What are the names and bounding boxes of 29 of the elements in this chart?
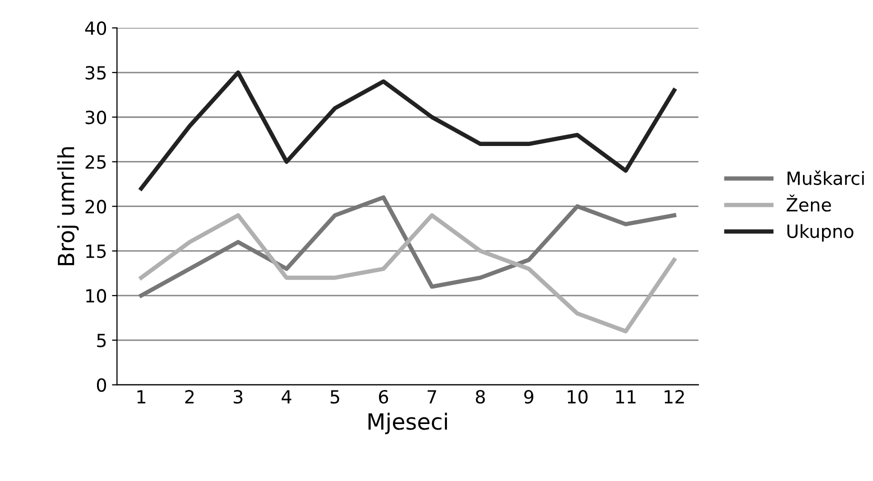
y-tick-label: 15 [86,244,106,258]
x-tick-label: 3 [234,390,242,404]
y-tick-label: 0 [96,378,106,392]
legend-label: Muškarci [788,170,864,186]
x-tick-label: 8 [476,390,485,404]
line-series [139,195,676,298]
y-tick-label: 5 [97,334,106,348]
x-tick-label: 9 [524,390,534,404]
x-tick-label: 1 [137,390,146,404]
x-tick-label: 12 [664,390,684,404]
legend-label: Ukupno [787,224,854,242]
y-tick-label: 25 [86,155,106,169]
x-tick-label: 2 [185,390,194,404]
x-tick-label: 11 [616,390,636,404]
y-tick-label: 20 [86,200,106,214]
line-series [139,70,676,191]
x-tick-label: 7 [428,390,436,404]
x-axis-title: Mjeseci [368,412,447,434]
y-tick-label: 35 [86,66,106,80]
y-tick-label: 40 [85,21,106,36]
y-tick-label: 10 [86,289,106,303]
x-tick-label: 10 [568,390,588,404]
x-tick-label: 5 [330,390,340,404]
x-tick-label: 4 [282,390,292,404]
legend-label: Žene [786,194,831,212]
line-series [139,213,676,334]
y-axis-title: Broj umrlih [57,147,79,266]
y-tick-label: 30 [86,110,106,124]
x-tick-label: 6 [378,390,388,404]
